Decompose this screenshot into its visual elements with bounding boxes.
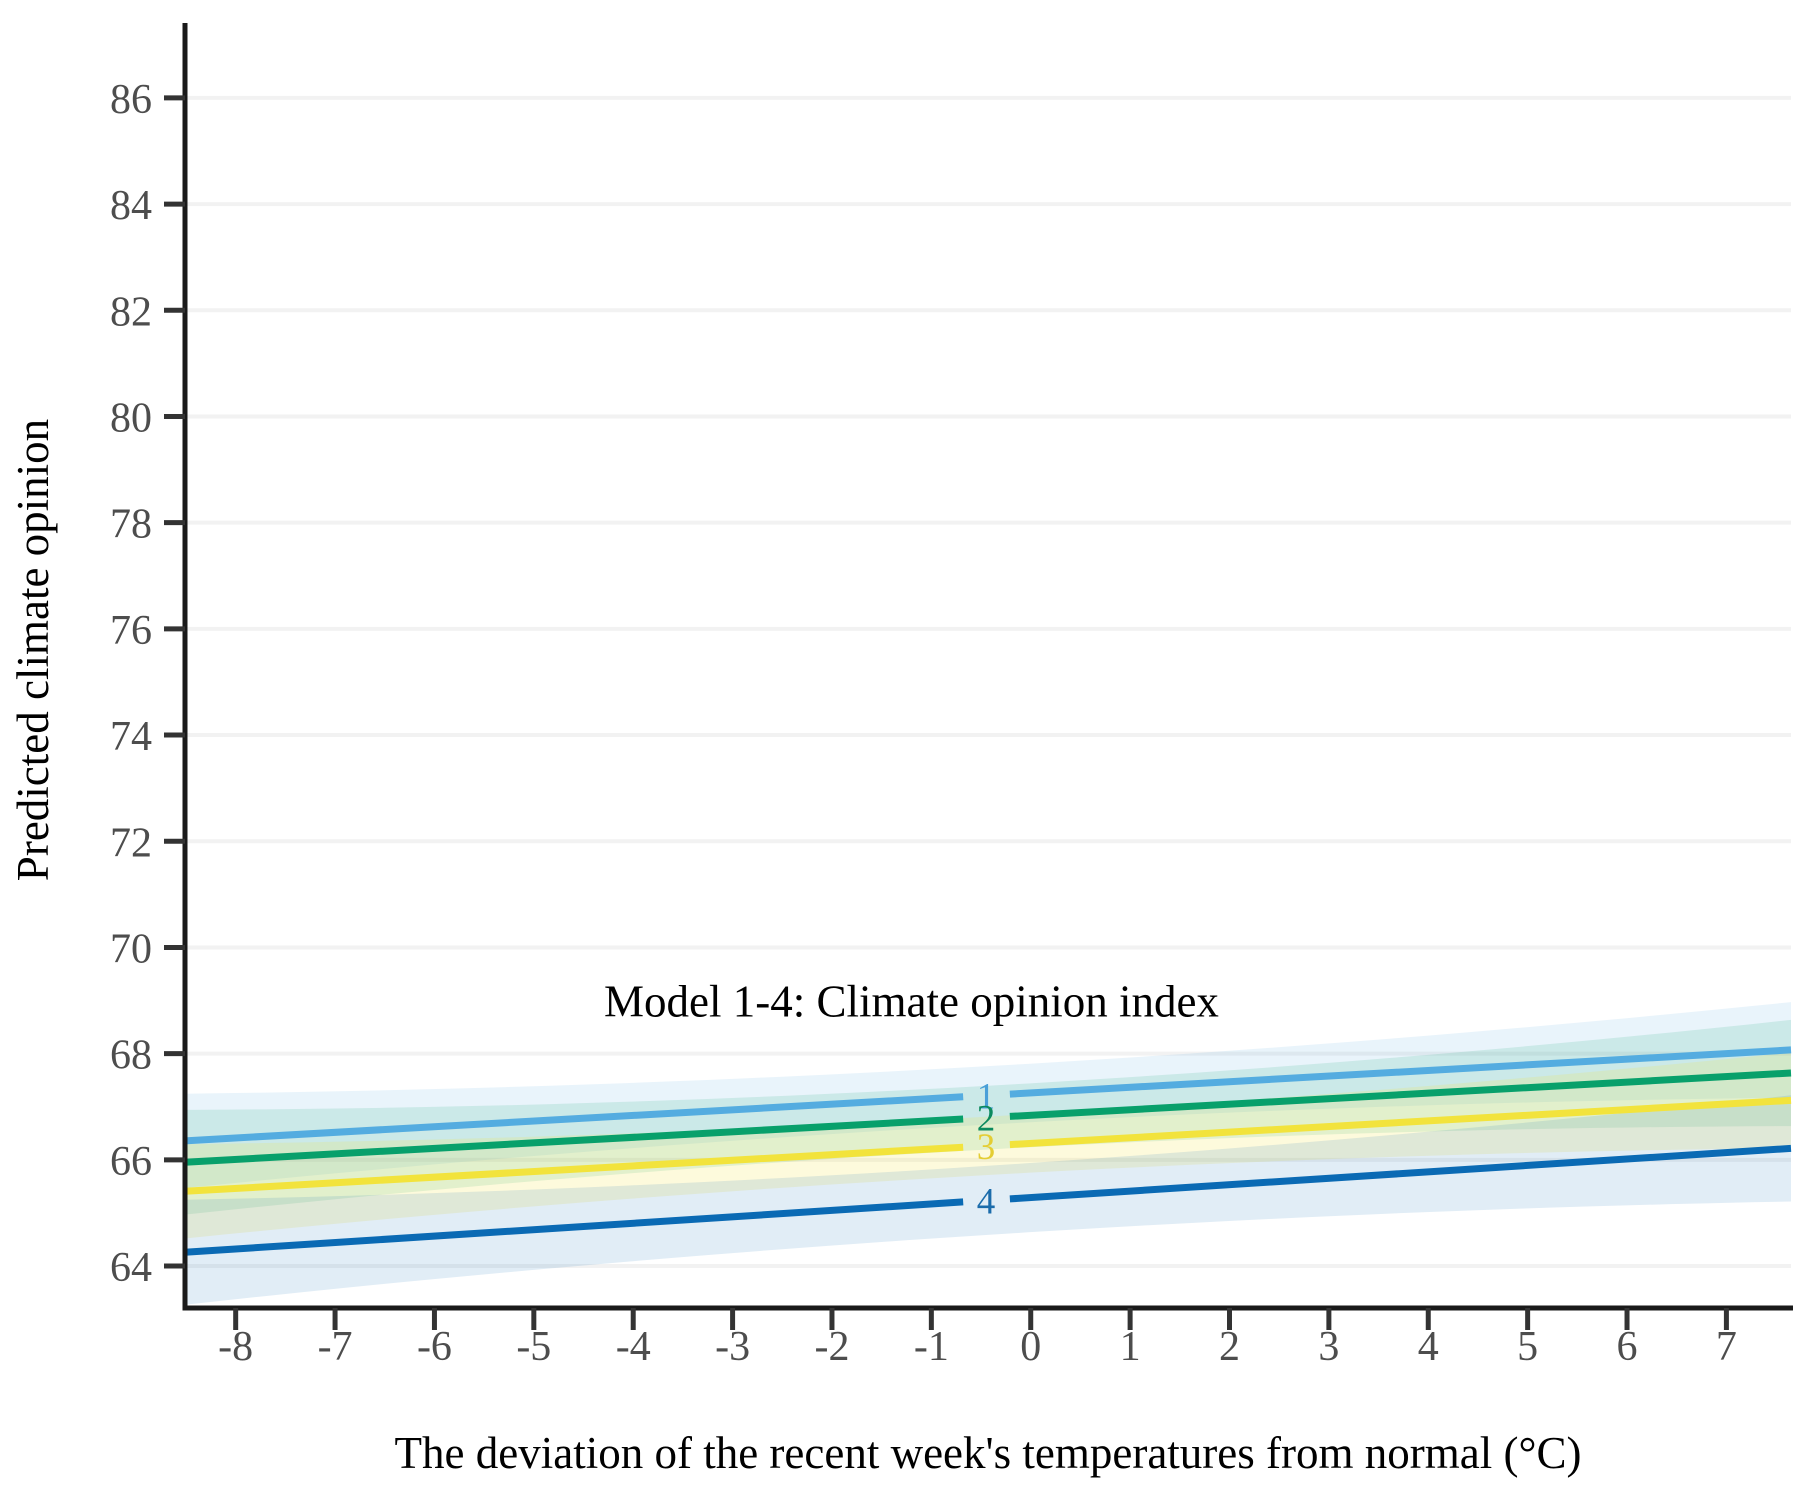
x-tick-label-4: 4: [1418, 1324, 1439, 1370]
x-tick-label-1: 1: [1120, 1324, 1141, 1370]
x-tick-label-6: 6: [1617, 1324, 1638, 1370]
y-tick-label-80: 80: [110, 395, 152, 441]
y-tick-label-82: 82: [110, 289, 152, 335]
y-tick-label-86: 86: [110, 77, 152, 123]
series-label-model-1: 1: [977, 1076, 996, 1117]
series-inline-labels: 123 4: [977, 1076, 996, 1222]
y-tick-label-76: 76: [110, 608, 152, 654]
y-tick-label-78: 78: [110, 502, 152, 548]
series-lines: [184, 1046, 1792, 1256]
x-tick-label--2: -2: [814, 1324, 849, 1370]
line-model-1-left: [184, 1093, 964, 1145]
x-tick-label-2: 2: [1219, 1324, 1240, 1370]
y-tick-label-68: 68: [110, 1033, 152, 1079]
line-model-3-right: [1009, 1096, 1792, 1149]
y-tick-label-66: 66: [110, 1139, 152, 1185]
x-tick-label-3: 3: [1318, 1324, 1339, 1370]
x-tick-label--6: -6: [417, 1324, 452, 1370]
line-model-1-right: [1009, 1046, 1792, 1098]
x-tick-label--7: -7: [318, 1324, 353, 1370]
confidence-band-model-4: [185, 1095, 1791, 1305]
x-tick-label--1: -1: [914, 1324, 949, 1370]
x-tick-label--5: -5: [516, 1324, 551, 1370]
axes: -8 -7 -6 -5 -4 -3 -2 -1 0 1 2 3 4 5 6 76466687072747678…: [110, 23, 1793, 1370]
x-tick-label--8: -8: [218, 1324, 253, 1370]
y-tick-label-72: 72: [110, 820, 152, 866]
gridlines: [185, 95, 1791, 1269]
line-model-2-right: [1009, 1069, 1792, 1120]
x-tick-label-0: 0: [1020, 1324, 1041, 1370]
series-label-model-3: 3: [977, 1127, 996, 1168]
confidence-band-model-3: [185, 1052, 1791, 1239]
y-tick-label-64: 64: [110, 1245, 152, 1291]
y-axis-title: Predicted climate opinion: [8, 419, 58, 881]
chart-title: Model 1-4: Climate opinion index: [604, 977, 1219, 1027]
y-tick-label-84: 84: [110, 183, 152, 229]
line-model-2-left: [184, 1115, 964, 1166]
x-tick-label--3: -3: [715, 1324, 750, 1370]
x-axis-title: The deviation of the recent week's tempe…: [395, 1428, 1582, 1478]
x-tick-label-5: 5: [1517, 1324, 1538, 1370]
y-tick-label-70: 70: [110, 926, 152, 972]
series-label-model-2: 2: [977, 1099, 996, 1140]
x-tick-label--4: -4: [616, 1324, 651, 1370]
x-tick-label-7: 7: [1716, 1324, 1737, 1370]
line-model-4-left: [184, 1198, 964, 1256]
y-tick-label-74: 74: [110, 714, 152, 760]
line-model-3-left: [184, 1143, 964, 1195]
series-label-model-4: 4: [977, 1181, 996, 1222]
line-model-4-right: [1009, 1144, 1792, 1203]
